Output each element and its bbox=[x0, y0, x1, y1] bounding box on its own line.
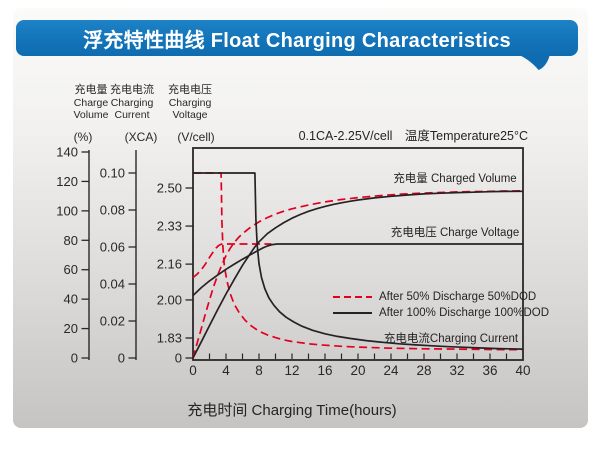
axis-label-zh: 充电量 bbox=[74, 84, 108, 96]
y-tick-label: 0.08 bbox=[100, 203, 125, 218]
y-tick-label: 0 bbox=[71, 351, 78, 366]
y-tick-label: 0.04 bbox=[100, 277, 125, 292]
series-charge-voltage-100dod bbox=[192, 243, 523, 297]
curve-label-charging-current: 充电电流Charging Current bbox=[383, 333, 519, 345]
x-tick-label: 32 bbox=[449, 363, 464, 378]
x-tick-label: 20 bbox=[350, 363, 365, 378]
y-tick-label: 80 bbox=[64, 233, 78, 248]
unit-xca: (XCA) bbox=[124, 130, 158, 144]
page-title: 浮充特性曲线 Float Charging Characteristics bbox=[83, 29, 511, 52]
y-tick-label: 140 bbox=[56, 145, 78, 160]
chart-card bbox=[13, 8, 588, 428]
x-tick-label: 12 bbox=[284, 363, 299, 378]
x-tick-label: 40 bbox=[515, 363, 530, 378]
axis-label-en: Voltage bbox=[172, 109, 208, 121]
x-tick-label: 4 bbox=[222, 363, 230, 378]
series-charged-volume-100dod bbox=[192, 190, 524, 359]
unit-percent: (%) bbox=[73, 130, 93, 144]
legend-dashed-line-icon bbox=[333, 296, 372, 298]
axis-label-zh: 充电电压 bbox=[168, 84, 212, 96]
axis-label-en: Current bbox=[114, 109, 150, 121]
y-tick-label: 2.33 bbox=[157, 219, 182, 234]
curve-label-charge-voltage: 充电电压 Charge Voltage bbox=[390, 227, 520, 239]
y-tick-label: 60 bbox=[64, 262, 78, 277]
y-tick-label: 100 bbox=[56, 203, 78, 218]
y-tick-label: 2.16 bbox=[157, 257, 182, 272]
x-tick-label: 36 bbox=[482, 363, 497, 378]
axis-label-en: Charge bbox=[73, 96, 109, 109]
x-tick-label: 8 bbox=[255, 363, 263, 378]
x-tick-label: 28 bbox=[416, 363, 431, 378]
x-axis-title: 充电时间 Charging Time(hours) bbox=[187, 402, 397, 419]
series-charging-current-100dod bbox=[193, 172, 524, 350]
y-tick-label: 2.50 bbox=[157, 181, 182, 196]
banner-tail-icon bbox=[517, 54, 550, 70]
y-tick-label: 0 bbox=[175, 351, 182, 366]
condition-note: 0.1CA-2.25V/cell 温度Temperature25°C bbox=[298, 129, 528, 143]
unit-vcell: (V/cell) bbox=[177, 130, 215, 144]
y-tick-label: 2.00 bbox=[157, 292, 182, 307]
axis-label-en: Charging bbox=[110, 96, 154, 109]
legend-item-100dod: After 100% Discharge 100%DOD bbox=[333, 305, 549, 321]
legend-item-50dod: After 50% Discharge 50%DOD bbox=[333, 289, 549, 305]
legend-solid-line-icon bbox=[333, 312, 372, 314]
legend: After 50% Discharge 50%DOD After 100% Di… bbox=[333, 289, 549, 321]
axis-header-charging-current: 充电电流 Charging Current bbox=[110, 84, 154, 122]
y-tick-label: 0.10 bbox=[100, 166, 125, 181]
axis-header-charging-voltage: 充电电压 Charging Voltage bbox=[168, 84, 212, 122]
y-tick-label: 0 bbox=[118, 351, 125, 366]
y-tick-label: 0.02 bbox=[100, 314, 125, 329]
y-tick-label: 20 bbox=[64, 321, 78, 336]
legend-label: After 100% Discharge 100%DOD bbox=[379, 307, 550, 319]
plot-box bbox=[192, 147, 524, 361]
axis-label-en: Volume bbox=[73, 109, 109, 121]
axis-label-en: Charging bbox=[168, 96, 212, 109]
curve-label-charged-volume: 充电量 Charged Volume bbox=[393, 173, 517, 185]
legend-label: After 50% Discharge 50%DOD bbox=[379, 291, 537, 303]
y-tick-label: 0.06 bbox=[100, 240, 125, 255]
axis-header-charge-volume: 充电量 Charge Volume bbox=[73, 84, 108, 122]
y-tick-label: 120 bbox=[56, 174, 78, 189]
x-tick-label: 16 bbox=[317, 363, 332, 378]
x-tick-label: 0 bbox=[189, 363, 197, 378]
x-tick-label: 24 bbox=[383, 363, 399, 378]
axis-label-zh: 充电电流 bbox=[110, 84, 154, 96]
title-banner: 浮充特性曲线 Float Charging Characteristics bbox=[16, 20, 578, 56]
y-tick-label: 1.83 bbox=[157, 331, 182, 346]
series-charging-current-50dod bbox=[193, 172, 524, 351]
y-tick-label: 40 bbox=[64, 292, 78, 307]
series-charged-volume-50dod bbox=[192, 189, 524, 359]
series-charge-voltage-50dod bbox=[192, 243, 272, 279]
